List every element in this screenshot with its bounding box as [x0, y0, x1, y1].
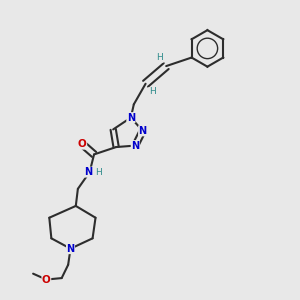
Text: O: O: [42, 274, 51, 285]
Text: N: N: [139, 126, 147, 136]
Text: H: H: [156, 53, 163, 62]
Text: H: H: [95, 168, 102, 177]
Text: O: O: [78, 139, 87, 149]
Text: N: N: [66, 244, 75, 254]
Text: N: N: [127, 112, 135, 123]
Text: H: H: [149, 88, 155, 97]
Text: N: N: [84, 167, 92, 177]
Text: N: N: [131, 141, 139, 151]
